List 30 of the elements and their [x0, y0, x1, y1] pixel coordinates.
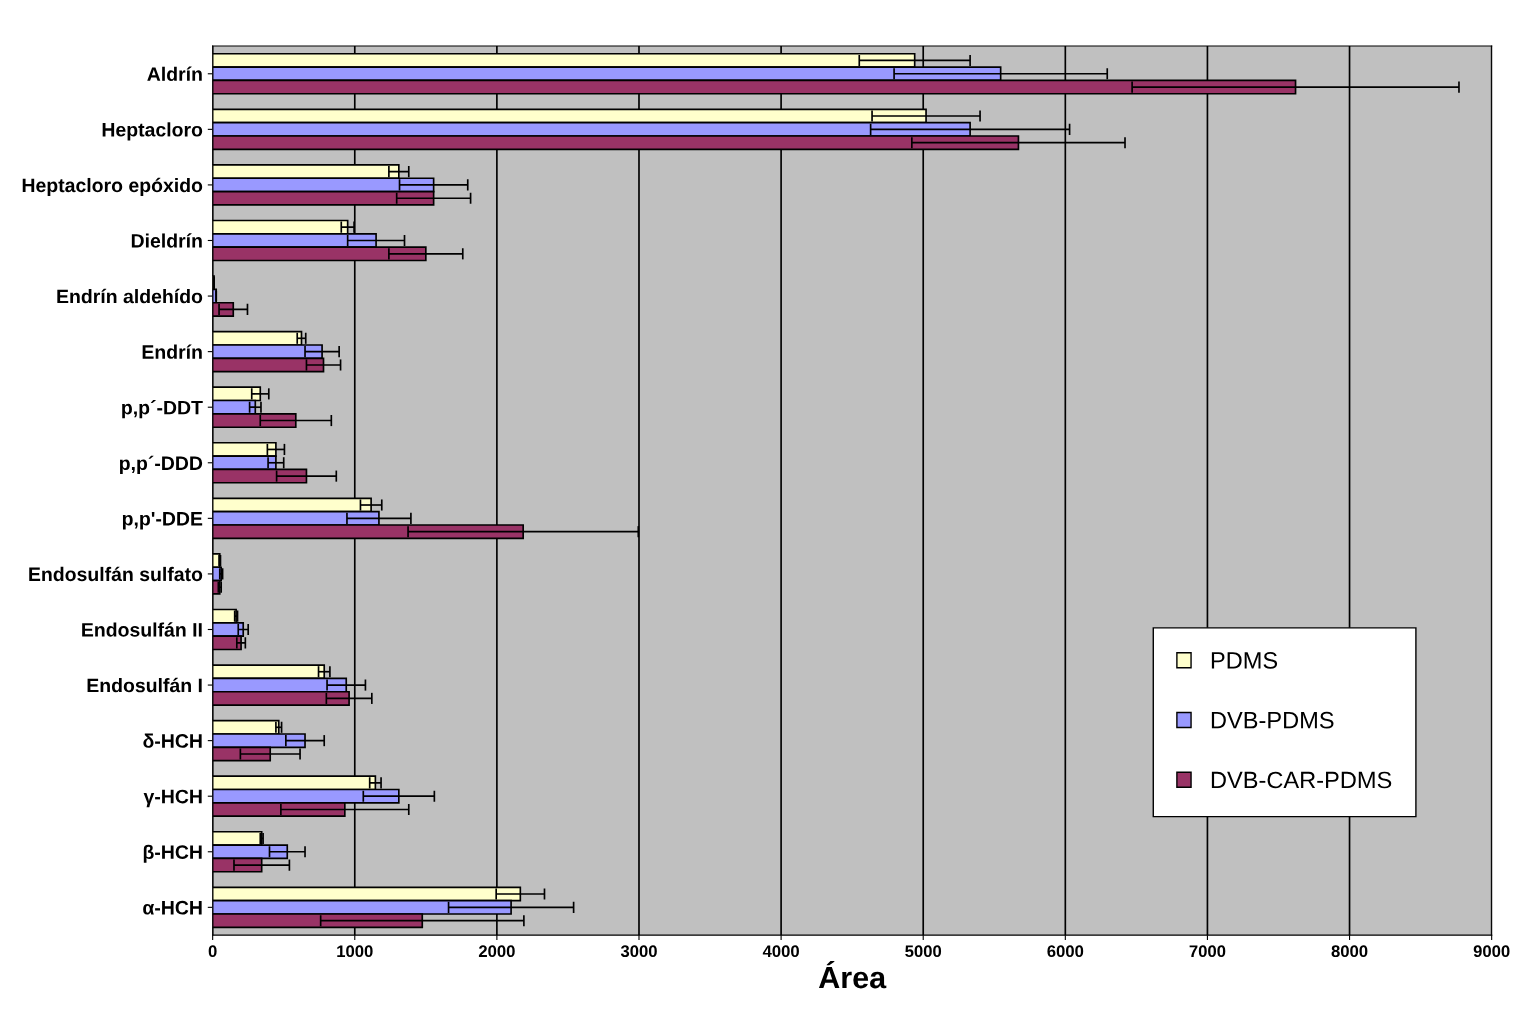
x-axis-title: Área — [818, 961, 887, 989]
y-tick-label: Heptacloro — [102, 122, 203, 141]
x-tick-label: 1000 — [337, 945, 373, 958]
legend-label: DVB-CAR-PDMS — [1211, 771, 1392, 789]
x-tick-label: 8000 — [1331, 945, 1368, 958]
x-tick-label: 4000 — [762, 945, 799, 958]
x-tick-label: 2000 — [478, 945, 515, 958]
x-tick-label: 5000 — [905, 945, 942, 958]
x-tick-label: 3000 — [620, 945, 657, 958]
y-tick-label: p,p´-DDT — [122, 400, 203, 419]
y-tick-label: Endosulfán sulfato — [29, 566, 203, 582]
x-tick-label: 7000 — [1189, 945, 1226, 958]
y-tick-label: α-HCH — [143, 900, 202, 915]
legend-label: PDMS — [1211, 652, 1278, 669]
legend-label: DVB-PDMS — [1211, 711, 1334, 729]
y-tick-label: β-HCH — [143, 844, 202, 863]
y-tick-label: Endosulfán II — [82, 622, 202, 637]
y-tick-label: Aldrín — [147, 66, 202, 82]
x-tick-label: 6000 — [1047, 945, 1084, 958]
y-tick-label: p,p´-DDD — [119, 455, 203, 474]
y-tick-label: Dieldrín — [131, 233, 202, 248]
y-tick-label: δ-HCH — [143, 733, 202, 748]
y-tick-label: Endrín — [142, 344, 202, 359]
y-tick-label: Heptacloro epóxido — [22, 177, 203, 197]
y-tick-label: Endrín aldehído — [57, 288, 203, 304]
y-tick-label: γ-HCH — [143, 789, 202, 808]
x-tick-label: 9000 — [1473, 945, 1510, 958]
y-tick-label: p,p'-DDE — [122, 512, 203, 530]
y-tick-label: Endosulfán I — [87, 677, 202, 693]
x-tick-label: 0 — [208, 945, 217, 958]
